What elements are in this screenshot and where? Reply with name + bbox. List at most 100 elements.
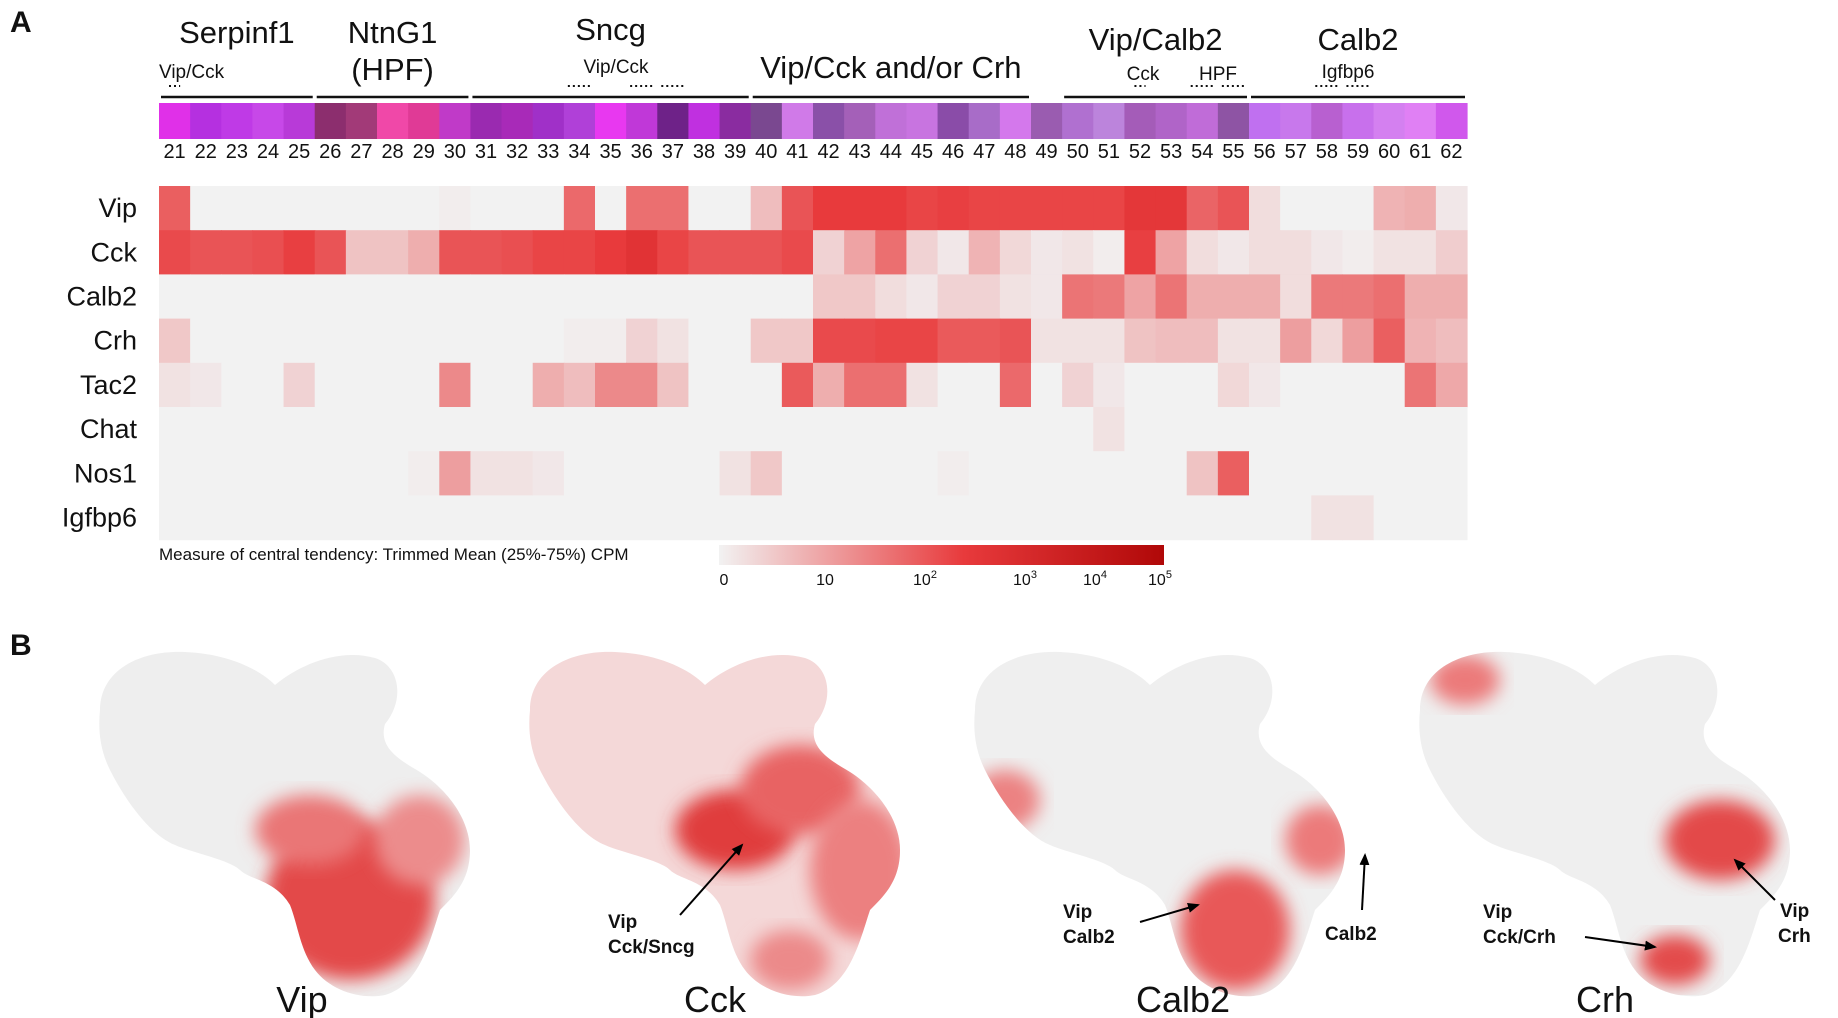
heatmap-cell: [1124, 230, 1157, 275]
heatmap-cell: [595, 274, 627, 320]
heatmap-cell: [532, 407, 565, 452]
heatmap-cell: [408, 230, 440, 275]
cluster-color-swatch: [1404, 103, 1437, 139]
heatmap-cell: [252, 362, 285, 408]
heatmap-cell: [501, 407, 534, 452]
cluster-number: 29: [413, 141, 435, 163]
heatmap-cell: [999, 186, 1032, 231]
heatmap-cell: [1186, 407, 1219, 452]
heatmap-cell: [1093, 407, 1126, 452]
heatmap-cell: [1155, 318, 1188, 364]
heatmap-cell: [688, 407, 721, 452]
heatmap-cell: [1435, 186, 1468, 231]
heatmap-cell: [190, 318, 222, 364]
cluster-color-swatch: [377, 103, 409, 139]
heatmap-cell: [1093, 451, 1126, 496]
heatmap-cell: [221, 274, 254, 320]
heatmap-cell: [470, 407, 503, 452]
heatmap-cell: [968, 451, 1001, 496]
annotation-arrow: [1359, 853, 1370, 911]
annotation-label: Calb2: [1063, 927, 1115, 948]
group-label: Serpinf1: [179, 15, 294, 50]
legend-title: Measure of central tendency: Trimmed Mea…: [159, 545, 629, 564]
heatmap-cell: [999, 318, 1032, 364]
cluster-number: 24: [257, 141, 279, 163]
heatmap-cell: [1373, 407, 1406, 452]
heatmap-cell: [221, 230, 254, 275]
heatmap-cell: [439, 274, 472, 320]
legend-gradient-bar: [719, 545, 1164, 565]
heatmap-cell: [1342, 407, 1375, 452]
cluster-number: 51: [1098, 141, 1120, 163]
panel-a-heatmap: Serpinf1 NtnG1(HPF) Sncg Vip/Cck and/or Crh…: [62, 12, 1468, 589]
heatmap-cell: [937, 451, 970, 496]
gene-label: Nos1: [74, 458, 137, 488]
heatmap-cell: [1373, 451, 1406, 496]
heatmap-cell: [1311, 362, 1344, 408]
heatmap-cell: [875, 451, 908, 496]
heatmap-cell: [377, 495, 409, 541]
heatmap-cell: [719, 495, 752, 541]
cluster-numbers: 21 22 23 24 25 26 27 28 29 30 31 32 33 34 35 36 37 38 39 40…: [163, 141, 1462, 163]
heatmap-cell: [937, 318, 970, 364]
heatmap-cell: [532, 186, 565, 231]
heatmap-cell: [377, 274, 409, 320]
heatmap-cell: [283, 186, 316, 231]
cluster-color-swatch: [844, 103, 876, 139]
heatmap-cell: [345, 274, 378, 320]
heatmap-cell: [906, 407, 939, 452]
heatmap-cell: [408, 407, 440, 452]
heatmap-cell: [1435, 451, 1468, 496]
heatmap-cell: [190, 274, 222, 320]
heatmap-cell: [1249, 451, 1281, 496]
heatmap-cell: [1155, 451, 1188, 496]
cluster-number: 31: [475, 141, 497, 163]
cluster-number: 25: [288, 141, 310, 163]
heatmap-cell: [688, 186, 721, 231]
heatmap-cell: [1342, 230, 1375, 275]
heatmap-cell: [1249, 186, 1281, 231]
heatmap-cell: [688, 274, 721, 320]
heatmap-cell: [999, 451, 1032, 496]
heatmap-cell: [813, 186, 845, 231]
heatmap-cell: [377, 230, 409, 275]
heatmap-cell: [937, 230, 970, 275]
heatmap-cell: [1249, 318, 1281, 364]
heatmap-cell: [439, 186, 472, 231]
heatmap-cell: [844, 407, 876, 452]
heatmap-cell: [1280, 230, 1312, 275]
heatmap-cell: [190, 362, 222, 408]
heatmap-cell: [1435, 230, 1468, 275]
heatmap-cell: [719, 186, 752, 231]
heatmap-cell: [657, 230, 690, 275]
cluster-color-swatch: [439, 103, 472, 139]
heatmap-cell: [1062, 407, 1094, 452]
umap-title: Calb2: [1136, 979, 1230, 1018]
heatmap-cell: [532, 495, 565, 541]
heatmap-cell: [314, 186, 347, 231]
gene-label: Tac2: [80, 370, 137, 400]
heatmap-cell: [283, 318, 316, 364]
heatmap-cell: [1155, 407, 1188, 452]
heatmap-cell: [159, 407, 191, 452]
heatmap-cell: [595, 362, 627, 408]
heatmap-cell: [875, 495, 908, 541]
cluster-color-swatch: [595, 103, 627, 139]
heatmap-cell: [563, 274, 596, 320]
heatmap-cell: [1124, 451, 1157, 496]
legend-tick-label: 105: [1148, 569, 1172, 589]
heatmap-cell: [1280, 186, 1312, 231]
heatmap-cell: [999, 495, 1032, 541]
heatmap-cell: [1062, 186, 1094, 231]
cluster-color-swatch: [719, 103, 752, 139]
heatmap-cell: [1249, 362, 1281, 408]
cluster-number: 26: [319, 141, 341, 163]
heatmap-cell: [626, 362, 658, 408]
cluster-color-strip: [159, 103, 1468, 139]
heatmap-cell: [1311, 495, 1344, 541]
umap-expression-hotspot: [1640, 935, 1710, 985]
heatmap-cell: [1124, 362, 1157, 408]
heatmap-cell: [875, 230, 908, 275]
cluster-color-swatch: [159, 103, 191, 139]
